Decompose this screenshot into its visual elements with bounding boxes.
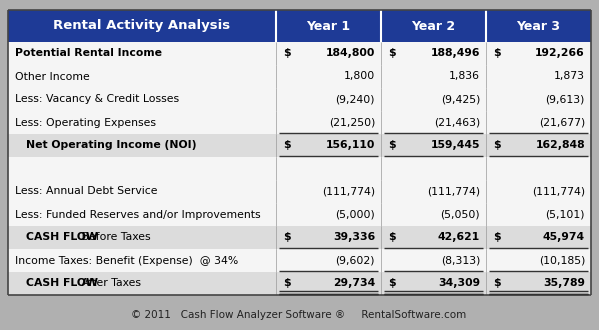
Text: 35,789: 35,789 [543, 279, 585, 288]
Text: Year 2: Year 2 [412, 19, 456, 32]
Bar [8, 157, 591, 180]
Text: $: $ [493, 49, 501, 58]
Text: Less: Vacancy & Credit Losses: Less: Vacancy & Credit Losses [15, 94, 179, 105]
Text: Income Taxes: Benefit (Expense)  @ 34%: Income Taxes: Benefit (Expense) @ 34% [15, 255, 238, 266]
Text: $: $ [388, 233, 395, 243]
Text: 45,974: 45,974 [543, 233, 585, 243]
Text: 156,110: 156,110 [326, 141, 375, 150]
Text: $: $ [493, 141, 501, 150]
Text: (10,185): (10,185) [539, 255, 585, 266]
Text: (5,101): (5,101) [546, 210, 585, 219]
Text: (9,613): (9,613) [546, 94, 585, 105]
Text: Rental Activity Analysis: Rental Activity Analysis [53, 19, 231, 32]
Bar [8, 88, 591, 111]
Text: 34,309: 34,309 [438, 279, 480, 288]
Text: 184,800: 184,800 [326, 49, 375, 58]
Text: 39,336: 39,336 [333, 233, 375, 243]
Text: $: $ [283, 49, 291, 58]
Text: $: $ [283, 141, 291, 150]
Bar [8, 272, 591, 295]
Text: Year 3: Year 3 [516, 19, 561, 32]
Text: (5,050): (5,050) [440, 210, 480, 219]
Text: (21,463): (21,463) [434, 117, 480, 127]
Text: Potential Rental Income: Potential Rental Income [15, 49, 162, 58]
Text: CASH FLOW: CASH FLOW [26, 233, 98, 243]
Text: Less: Operating Expenses: Less: Operating Expenses [15, 117, 156, 127]
Text: (21,677): (21,677) [539, 117, 585, 127]
Text: 42,621: 42,621 [438, 233, 480, 243]
Text: Less: Annual Debt Service: Less: Annual Debt Service [15, 186, 158, 196]
Text: $: $ [283, 233, 291, 243]
Text: 1,800: 1,800 [344, 72, 375, 82]
Text: Less: Funded Reserves and/or Improvements: Less: Funded Reserves and/or Improvement… [15, 210, 261, 219]
Text: (111,774): (111,774) [427, 186, 480, 196]
Text: $: $ [388, 141, 395, 150]
Bar [8, 10, 591, 42]
Bar [8, 203, 591, 226]
Text: 29,734: 29,734 [333, 279, 375, 288]
Bar [8, 65, 591, 88]
Text: (21,250): (21,250) [329, 117, 375, 127]
Text: CASH FLOW: CASH FLOW [26, 279, 98, 288]
Text: Before Taxes: Before Taxes [78, 233, 151, 243]
Text: (111,774): (111,774) [322, 186, 375, 196]
Text: $: $ [283, 279, 291, 288]
Bar [8, 111, 591, 134]
Text: Other Income: Other Income [15, 72, 90, 82]
Bar [8, 226, 591, 249]
Text: (5,000): (5,000) [335, 210, 375, 219]
Text: 159,445: 159,445 [431, 141, 480, 150]
Bar [8, 42, 591, 65]
Text: © 2011   Cash Flow Analyzer Software ®     RentalSoftware.com: © 2011 Cash Flow Analyzer Software ® Ren… [131, 310, 467, 320]
Text: 1,873: 1,873 [554, 72, 585, 82]
Text: 1,836: 1,836 [449, 72, 480, 82]
Text: 162,848: 162,848 [536, 141, 585, 150]
Text: (9,240): (9,240) [335, 94, 375, 105]
Text: $: $ [388, 279, 395, 288]
Text: Year 1: Year 1 [307, 19, 350, 32]
Text: $: $ [493, 279, 501, 288]
Text: 188,496: 188,496 [431, 49, 480, 58]
Text: (9,602): (9,602) [335, 255, 375, 266]
Bar [8, 134, 591, 157]
Text: (9,425): (9,425) [441, 94, 480, 105]
Text: $: $ [388, 49, 395, 58]
Text: After Taxes: After Taxes [78, 279, 141, 288]
Bar [8, 249, 591, 272]
Text: (8,313): (8,313) [441, 255, 480, 266]
Bar [8, 180, 591, 203]
Text: 192,266: 192,266 [536, 49, 585, 58]
Text: (111,774): (111,774) [532, 186, 585, 196]
Text: Net Operating Income (NOI): Net Operating Income (NOI) [26, 141, 196, 150]
Text: $: $ [493, 233, 501, 243]
